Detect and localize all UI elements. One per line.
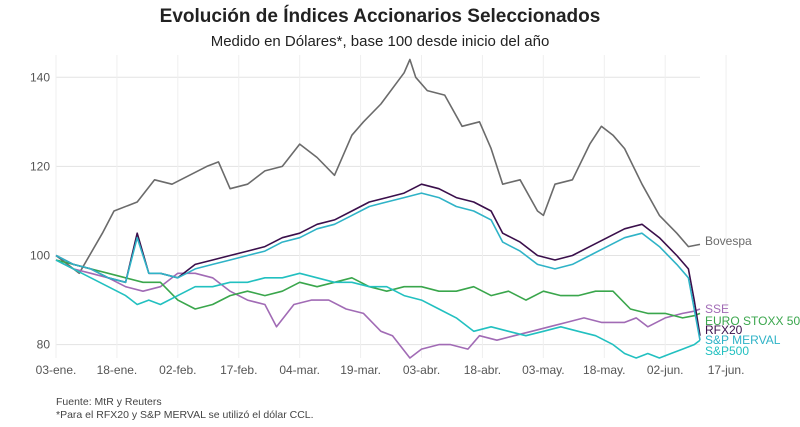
x-tick-label: 17-feb.	[220, 363, 257, 377]
y-tick-label: 140	[30, 70, 50, 84]
series-line	[55, 259, 701, 359]
y-tick-label: 80	[37, 338, 51, 352]
footnote-line: *Para el RFX20 y S&P MERVAL se utilizó e…	[56, 409, 314, 421]
x-tick-label: 17-jun.	[708, 363, 745, 377]
source-line: Fuente: MtR y Reuters	[56, 396, 162, 408]
x-tick-label: 03-ene.	[36, 363, 77, 377]
x-tick-label: 03-abr.	[403, 363, 440, 377]
x-tick-label: 18-abr.	[464, 363, 501, 377]
series-line	[55, 259, 701, 319]
x-tick-label: 02-feb.	[159, 363, 196, 377]
series-line	[55, 183, 701, 336]
series-label: EURO STOXX 50	[705, 314, 800, 328]
x-tick-label: 02-jun.	[647, 363, 684, 377]
x-tick-label: 04-mar.	[279, 363, 320, 377]
series-line	[55, 192, 701, 341]
series-label: S&P500	[705, 344, 749, 358]
x-tick-label: 18-may.	[583, 363, 625, 377]
source-note: Fuente: MtR y Reuters *Para el RFX20 y S…	[56, 396, 314, 422]
chart-title: Evolución de Índices Accionarios Selecci…	[159, 6, 601, 27]
chart-subtitle: Medido en Dólares*, base 100 desde inici…	[210, 33, 550, 50]
x-tick-label: 03-may.	[522, 363, 564, 377]
series-line	[55, 58, 701, 275]
series-label: S&P MERVAL	[705, 333, 781, 347]
y-tick-label: 120	[30, 159, 50, 173]
series-line	[55, 259, 701, 359]
series-label: SSE	[705, 302, 729, 316]
x-tick-label: 19-mar.	[340, 363, 381, 377]
x-tick-label: 18-ene.	[97, 363, 138, 377]
y-tick-label: 100	[30, 249, 50, 263]
series-label: RFX20	[705, 323, 743, 337]
series-label: Bovespa	[705, 234, 752, 248]
